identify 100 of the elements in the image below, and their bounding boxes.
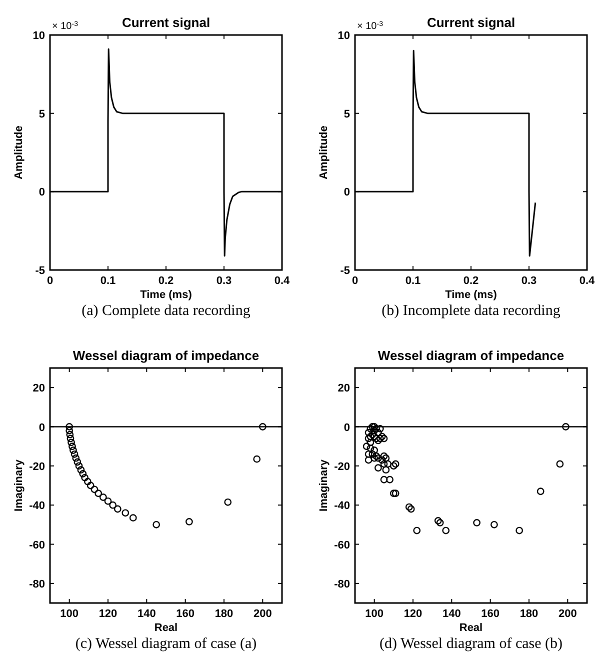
point [258, 423, 266, 430]
point [378, 432, 386, 440]
point [364, 428, 372, 436]
point [390, 490, 398, 498]
x-axis-title: Real [154, 622, 178, 634]
point [94, 490, 102, 498]
x-tick-label: 0.1 [100, 275, 116, 287]
point [66, 434, 74, 442]
point [386, 476, 394, 484]
point [392, 490, 400, 498]
point [70, 446, 77, 454]
text: (d) Wessel diagram of case (b) [379, 636, 563, 652]
y-axis-title: Imaginary [13, 458, 25, 512]
x-axis-title: Time (ms) [140, 289, 192, 301]
y-tick-label: -40 [29, 500, 45, 512]
x-tick-label: 0.1 [405, 275, 421, 287]
x-tick-label: 100 [60, 608, 79, 620]
point [490, 520, 498, 528]
point [372, 452, 380, 460]
x-axis-title: Real [459, 622, 483, 634]
point [392, 460, 400, 468]
point [66, 426, 74, 434]
point [380, 452, 388, 460]
point [434, 517, 442, 524]
x-tick-label: 100 [365, 608, 384, 620]
chart-title: Current signal [122, 15, 210, 30]
point [186, 518, 193, 526]
point [72, 454, 80, 462]
y-tick-label: -60 [334, 539, 350, 552]
point [368, 450, 376, 458]
point [81, 474, 88, 482]
point [74, 458, 82, 466]
point [380, 476, 388, 484]
text: × 10$^{-3}$ [357, 20, 384, 32]
y-tick-label: 0 [344, 422, 350, 434]
y-tick-label: -80 [29, 578, 45, 590]
point [79, 470, 87, 478]
y-tick-label: -5 [35, 265, 45, 277]
x-tick-label: 180 [214, 608, 234, 620]
x-tick-label: 0.4 [579, 275, 596, 287]
y-axis-title: Amplitude [13, 126, 25, 180]
x-tick-label: 0 [46, 275, 54, 287]
point [413, 526, 421, 534]
y-tick-label: -60 [29, 539, 45, 552]
y-tick-label: -40 [334, 500, 350, 512]
x-tick-label: 0.2 [158, 275, 174, 287]
text: (b) Incomplete data recording [382, 303, 561, 319]
x-axis-title: Time (ms) [445, 289, 498, 301]
point [366, 444, 374, 452]
point [68, 442, 76, 450]
x-tick-label: 0 [352, 275, 358, 287]
point [382, 466, 390, 474]
x-tick-label: 140 [442, 608, 461, 620]
point [407, 505, 415, 513]
point [364, 450, 372, 458]
point [129, 514, 137, 522]
point [104, 497, 112, 505]
y-axis-title: Amplitude [318, 126, 330, 180]
point [70, 450, 78, 458]
x-tick-label: 120 [98, 608, 118, 620]
point [436, 519, 444, 526]
point [556, 460, 564, 468]
point [405, 503, 413, 511]
point [562, 423, 570, 430]
point [366, 438, 374, 446]
x-tick-label: 200 [253, 608, 272, 620]
y-tick-label: 0 [38, 186, 45, 199]
point [370, 446, 378, 454]
y-tick-label: 0 [38, 422, 45, 434]
text: (c) Wessel diagram of case (a) [75, 636, 257, 652]
point [66, 430, 74, 438]
y-tick-label: -5 [340, 265, 350, 277]
point [99, 494, 107, 501]
point [380, 434, 388, 442]
y-tick-label: 10 [338, 30, 350, 42]
point [378, 456, 386, 464]
point [376, 425, 384, 432]
point [374, 464, 382, 472]
y-tick-label: 0 [344, 186, 350, 199]
point [77, 466, 85, 474]
y-tick-label: 5 [344, 108, 350, 120]
y-tick-label: -20 [29, 460, 45, 473]
y-tick-label: 10 [32, 30, 45, 42]
x-tick-label: 0.3 [216, 275, 232, 287]
x-tick-label: 160 [481, 608, 500, 620]
point [374, 436, 382, 444]
y-tick-label: 5 [38, 108, 45, 120]
x-tick-label: 180 [520, 608, 538, 620]
point [68, 438, 75, 446]
point [90, 486, 98, 494]
chart-title: Wessel diagram of impedance [72, 348, 260, 363]
x-tick-label: 200 [558, 608, 577, 620]
text: × 10$^{-3}$ [52, 20, 78, 32]
y-tick-label: 20 [32, 382, 45, 395]
text: (a) Complete data recording [82, 303, 251, 319]
point [114, 505, 122, 513]
point [390, 462, 398, 470]
y-tick-label: 20 [338, 382, 350, 395]
point [370, 454, 378, 462]
point [368, 423, 376, 430]
